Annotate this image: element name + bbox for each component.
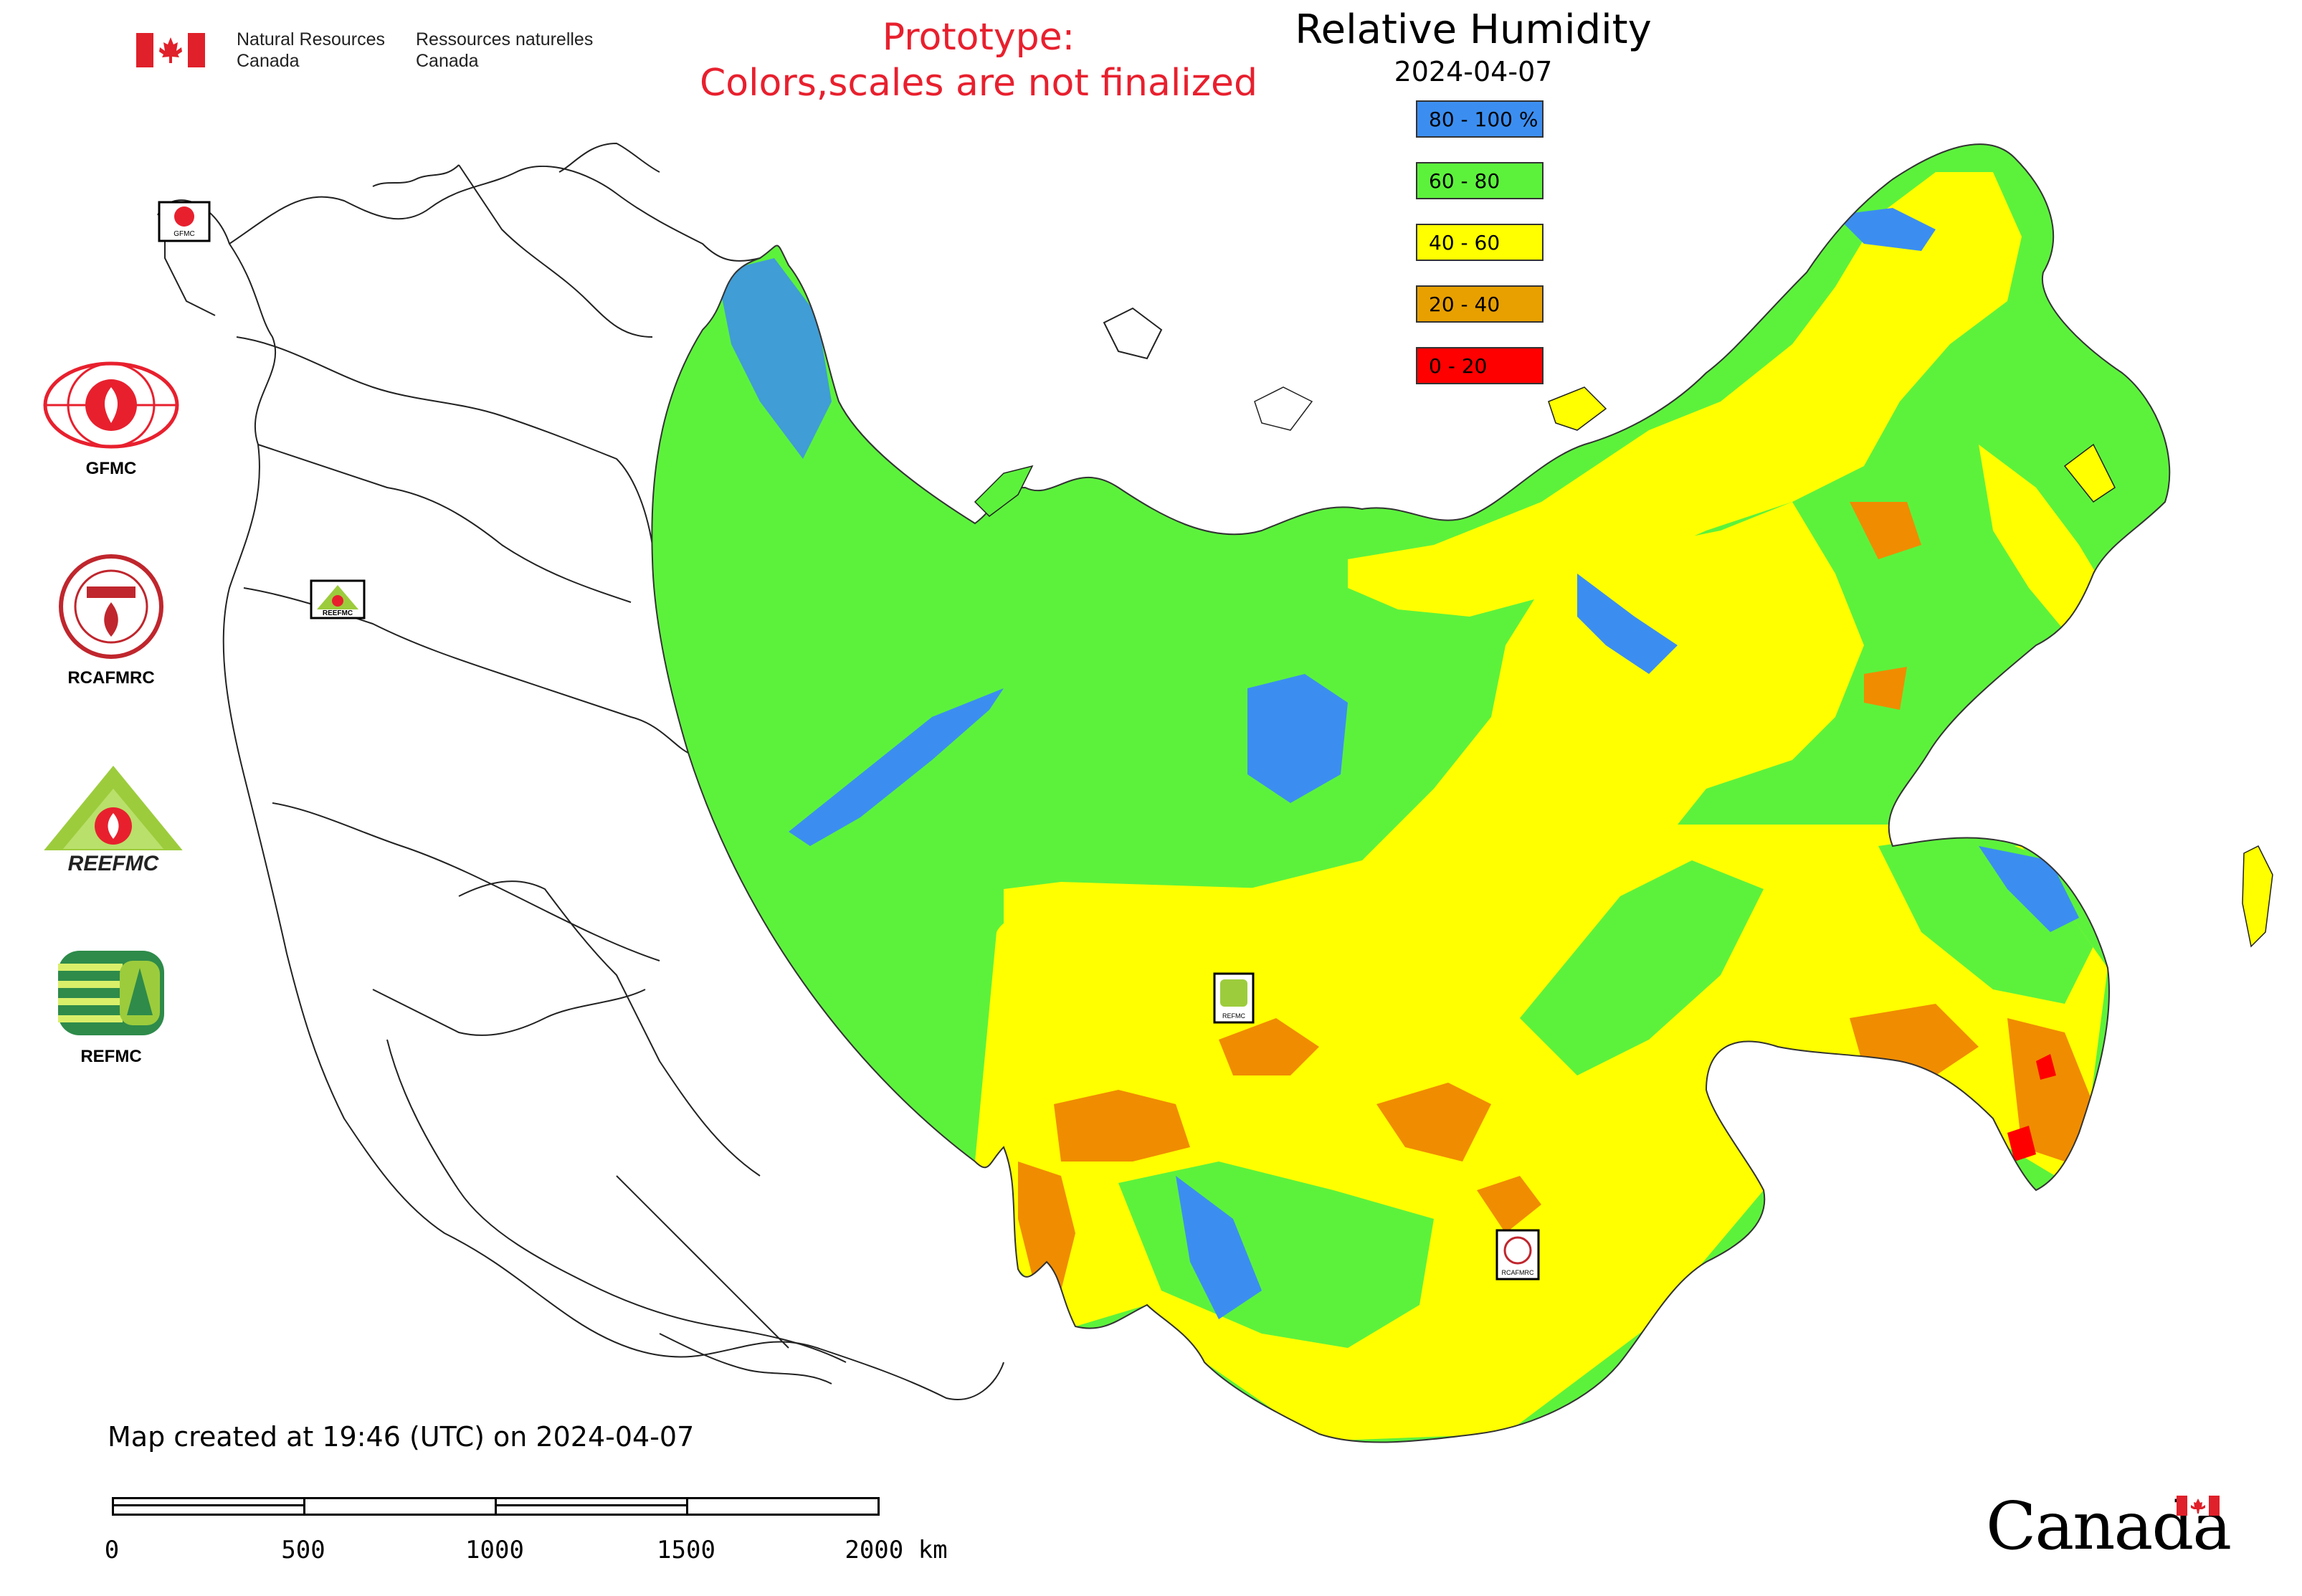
scale-segment-3 [495, 1497, 688, 1516]
rcafmrc-logo-icon [59, 554, 163, 659]
legend-item-40-60: 40 - 60 [1416, 224, 1544, 261]
svalbard-outline [1103, 307, 1163, 360]
scale-tick-1500: 1500 [657, 1536, 715, 1564]
arctic-islands [974, 386, 2273, 948]
humidity-0-20-zone [2007, 1126, 2036, 1162]
legend-item-20-40: 20 - 40 [1416, 285, 1544, 323]
legend-item-80-100: 80 - 100 % [1416, 100, 1544, 138]
map-marker-reefmc-label: REEFMC [323, 609, 353, 617]
scale-segment-1 [112, 1497, 305, 1516]
humidity-80-100-zone [717, 258, 832, 459]
legend-item-0-20: 0 - 20 [1416, 347, 1544, 384]
partner-gfmc[interactable]: GFMC [36, 358, 186, 479]
partner-reefmc[interactable]: REEFMC [34, 760, 192, 876]
map-marker-refmc[interactable]: REFMC [1213, 972, 1255, 1024]
scale-tick-2000: 2000 km [845, 1536, 948, 1564]
scale-tick-1000: 1000 [465, 1536, 524, 1564]
map-marker-gfmc-label: GFMC [173, 230, 194, 238]
partner-rcafmrc-label: RCAFMRC [67, 668, 155, 688]
map-marker-rcafmrc-label: RCAFMRC [1502, 1269, 1534, 1276]
scale-segment-4 [686, 1497, 880, 1516]
refmc-logo-icon [58, 951, 164, 1035]
scale-segment-3-line [495, 1504, 688, 1506]
map-title: Relative Humidity [1295, 6, 1652, 53]
scale-segment-1-line [112, 1504, 305, 1506]
partner-refmc-label: REFMC [80, 1047, 142, 1066]
partner-gfmc-label: GFMC [85, 459, 137, 478]
map-marker-reefmc[interactable]: REEFMC [310, 579, 366, 619]
partner-reefmc-label: REEFMC [67, 852, 159, 875]
prototype-note: Prototype: Colors,scales are not finaliz… [699, 16, 1258, 105]
partner-rcafmrc[interactable]: RCAFMRC [50, 552, 172, 688]
gfmc-logo-icon [43, 361, 179, 449]
map-marker-refmc-label: REFMC [1222, 1012, 1245, 1020]
scale-tick-0: 0 [104, 1536, 120, 1564]
canada-flag-icon [136, 33, 205, 67]
scale-bar: 0 500 1000 1500 2000 km [104, 1497, 948, 1569]
map-creation-note: Map created at 19:46 (UTC) on 2024-04-07 [108, 1421, 695, 1453]
map-date: 2024-04-07 [1394, 56, 1553, 87]
reefmc-logo-icon [39, 766, 188, 866]
scale-tick-500: 500 [281, 1536, 325, 1564]
department-name-en: Natural Resources Canada [237, 29, 386, 71]
department-name-fr: Ressources naturelles Canada [416, 29, 594, 71]
map-marker-rcafmrc[interactable]: RCAFMRC [1495, 1229, 1540, 1281]
humidity-20-40-zone [1054, 1090, 1190, 1162]
canada-wordmark-flag-icon [2177, 1496, 2220, 1516]
humidity-raster [652, 144, 2170, 1443]
government-header: Natural Resources Canada Ressources natur… [136, 27, 609, 77]
scale-segment-2 [303, 1497, 497, 1516]
legend-item-60-80: 60 - 80 [1416, 162, 1544, 199]
map-marker-gfmc[interactable]: GFMC [158, 201, 211, 242]
partner-refmc[interactable]: REFMC [50, 946, 172, 1067]
